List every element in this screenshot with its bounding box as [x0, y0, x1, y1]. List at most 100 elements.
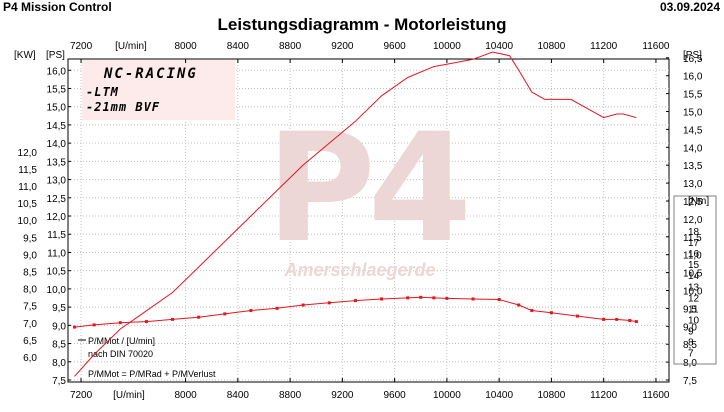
app-title: P4 Mission Control: [3, 0, 112, 14]
ps-left-tick-label: 7,5: [52, 376, 66, 387]
ps-right-tick-label: 10,0: [683, 287, 703, 298]
ps-left-tick-label: 13,5: [47, 157, 67, 168]
legend-line-3: P/MMot = P/MRad + P/MVerlust: [88, 369, 216, 379]
ps-right-tick-label: 9,5: [683, 304, 697, 315]
ps-left-tick-label: 14,0: [47, 139, 67, 150]
kw-tick-label: 10,5: [18, 199, 38, 210]
ps-left-tick-label: 8,0: [52, 358, 66, 369]
torque-marker: [301, 303, 305, 307]
x-tick-label-top: 8800: [279, 41, 302, 52]
label-box: NC-RACING -LTM -21mm BVF: [82, 60, 235, 120]
torque-marker: [445, 296, 449, 300]
kw-tick-label: 9,5: [23, 233, 37, 244]
x-tick-label-top: 10800: [538, 41, 566, 52]
x-tick-label-top: 10400: [485, 41, 513, 52]
torque-marker: [73, 325, 77, 329]
torque-marker: [419, 295, 423, 299]
torque-marker: [171, 317, 175, 321]
ps-left-tick-label: 12,5: [47, 194, 67, 205]
torque-marker: [249, 309, 253, 313]
nm-tick-label: 16: [688, 249, 700, 260]
torque-marker: [432, 296, 436, 300]
watermark-logo: P4: [266, 102, 466, 276]
torque-marker: [471, 297, 475, 301]
ps-left-tick-label: 14,5: [47, 121, 67, 132]
kw-axis-unit: [KW]: [14, 50, 36, 61]
x-tick-label-bottom: 8800: [279, 390, 302, 401]
ps-left-tick-label: 9,5: [52, 303, 66, 314]
nm-axis-unit: [Nm]: [688, 196, 709, 207]
x-tick-label-bottom: 10000: [433, 390, 461, 401]
torque-marker: [223, 312, 227, 316]
torque-marker: [497, 298, 501, 302]
nm-tick-label: 7: [688, 349, 694, 360]
nm-tick-label: 11: [688, 304, 699, 315]
x-tick-label-bottom: 9200: [331, 390, 354, 401]
legend-line-2: nach DIN 70020: [88, 349, 153, 359]
x-axis-label-top: [U/min]: [115, 41, 147, 52]
watermark: P4 Amerschlaegerde: [266, 102, 474, 280]
nm-tick-label: 9: [688, 326, 694, 337]
label-box-line-1: -LTM: [86, 85, 119, 99]
ps-right-tick-label: 13,5: [683, 161, 703, 172]
ps-left-axis-unit: [PS]: [46, 50, 65, 61]
x-tick-label-top: 11600: [642, 41, 670, 52]
torque-marker: [576, 314, 580, 318]
label-box-title: NC-RACING: [103, 66, 198, 82]
label-box-background: [82, 60, 235, 120]
ps-right-tick-label: 7,5: [683, 376, 697, 387]
ps-left-tick-label: 9,0: [52, 321, 66, 332]
x-tick-label-bottom: 10400: [485, 390, 513, 401]
torque-marker: [517, 303, 521, 307]
ps-left-tick-label: 15,5: [47, 84, 67, 95]
ps-right-tick-label: 14,0: [683, 143, 703, 154]
legend-line-1: P/MMot / [U/min]: [88, 336, 155, 346]
chart-title: Leistungsdiagramm - Motorleistung: [217, 15, 507, 34]
torque-marker: [144, 320, 148, 324]
ps-right-tick-label: 16,0: [683, 72, 703, 83]
torque-marker: [118, 321, 122, 325]
x-tick-label-bottom: 11200: [590, 390, 618, 401]
x-axis-label-bottom: [U/min]: [113, 390, 145, 401]
ps-right-tick-label: 15,0: [683, 108, 703, 119]
ps-left-tick-label: 16,0: [47, 66, 67, 77]
ps-right-tick-label: 15,5: [683, 90, 703, 101]
kw-tick-label: 7,0: [23, 319, 37, 330]
ps-right-tick-label: 8,5: [683, 340, 697, 351]
ps-left-tick-label: 10,5: [47, 267, 67, 278]
torque-marker: [634, 320, 638, 324]
ps-right-tick-label: 11,0: [683, 251, 702, 262]
ps-left-tick-label: 10,0: [47, 285, 67, 296]
ps-left-tick-label: 11,0: [47, 248, 66, 259]
x-tick-label-bottom: 10800: [538, 390, 566, 401]
grid: [68, 59, 669, 382]
nm-tick-label: 8: [688, 337, 694, 348]
x-tick-label-top: 11200: [590, 41, 618, 52]
kw-tick-label: 10,0: [18, 216, 38, 227]
x-tick-label-top: 8400: [227, 41, 250, 52]
kw-tick-label: 12,0: [18, 148, 38, 159]
nm-tick-label: 15: [688, 260, 700, 271]
x-tick-label-top: 10000: [433, 41, 461, 52]
ps-right-tick-label: 14,5: [683, 125, 703, 136]
torque-marker: [602, 317, 606, 321]
torque-marker: [615, 317, 619, 321]
legend-text: P/MMot / [U/min] nach DIN 70020 P/MMot =…: [78, 336, 216, 379]
torque-marker: [92, 323, 96, 327]
torque-marker: [197, 315, 201, 319]
series-layer: [73, 51, 638, 377]
kw-tick-label: 8,0: [23, 285, 37, 296]
ps-right-tick-label: 11,5: [683, 233, 702, 244]
x-tick-label-bottom: 11600: [642, 390, 670, 401]
ps-left-tick-label: 13,0: [47, 176, 67, 187]
ps-left-tick-label: 11,5: [47, 230, 66, 241]
ps-right-axis-unit: [PS]: [683, 50, 702, 61]
torque-marker: [275, 306, 279, 310]
power-curve: [74, 51, 637, 377]
ps-right-tick-label: 16,5: [683, 54, 703, 65]
kw-tick-label: 11,5: [18, 165, 37, 176]
chart-date: 03.09.2024: [659, 0, 720, 14]
ps-left-tick-label: 15,0: [47, 103, 67, 114]
torque-marker: [530, 309, 534, 313]
